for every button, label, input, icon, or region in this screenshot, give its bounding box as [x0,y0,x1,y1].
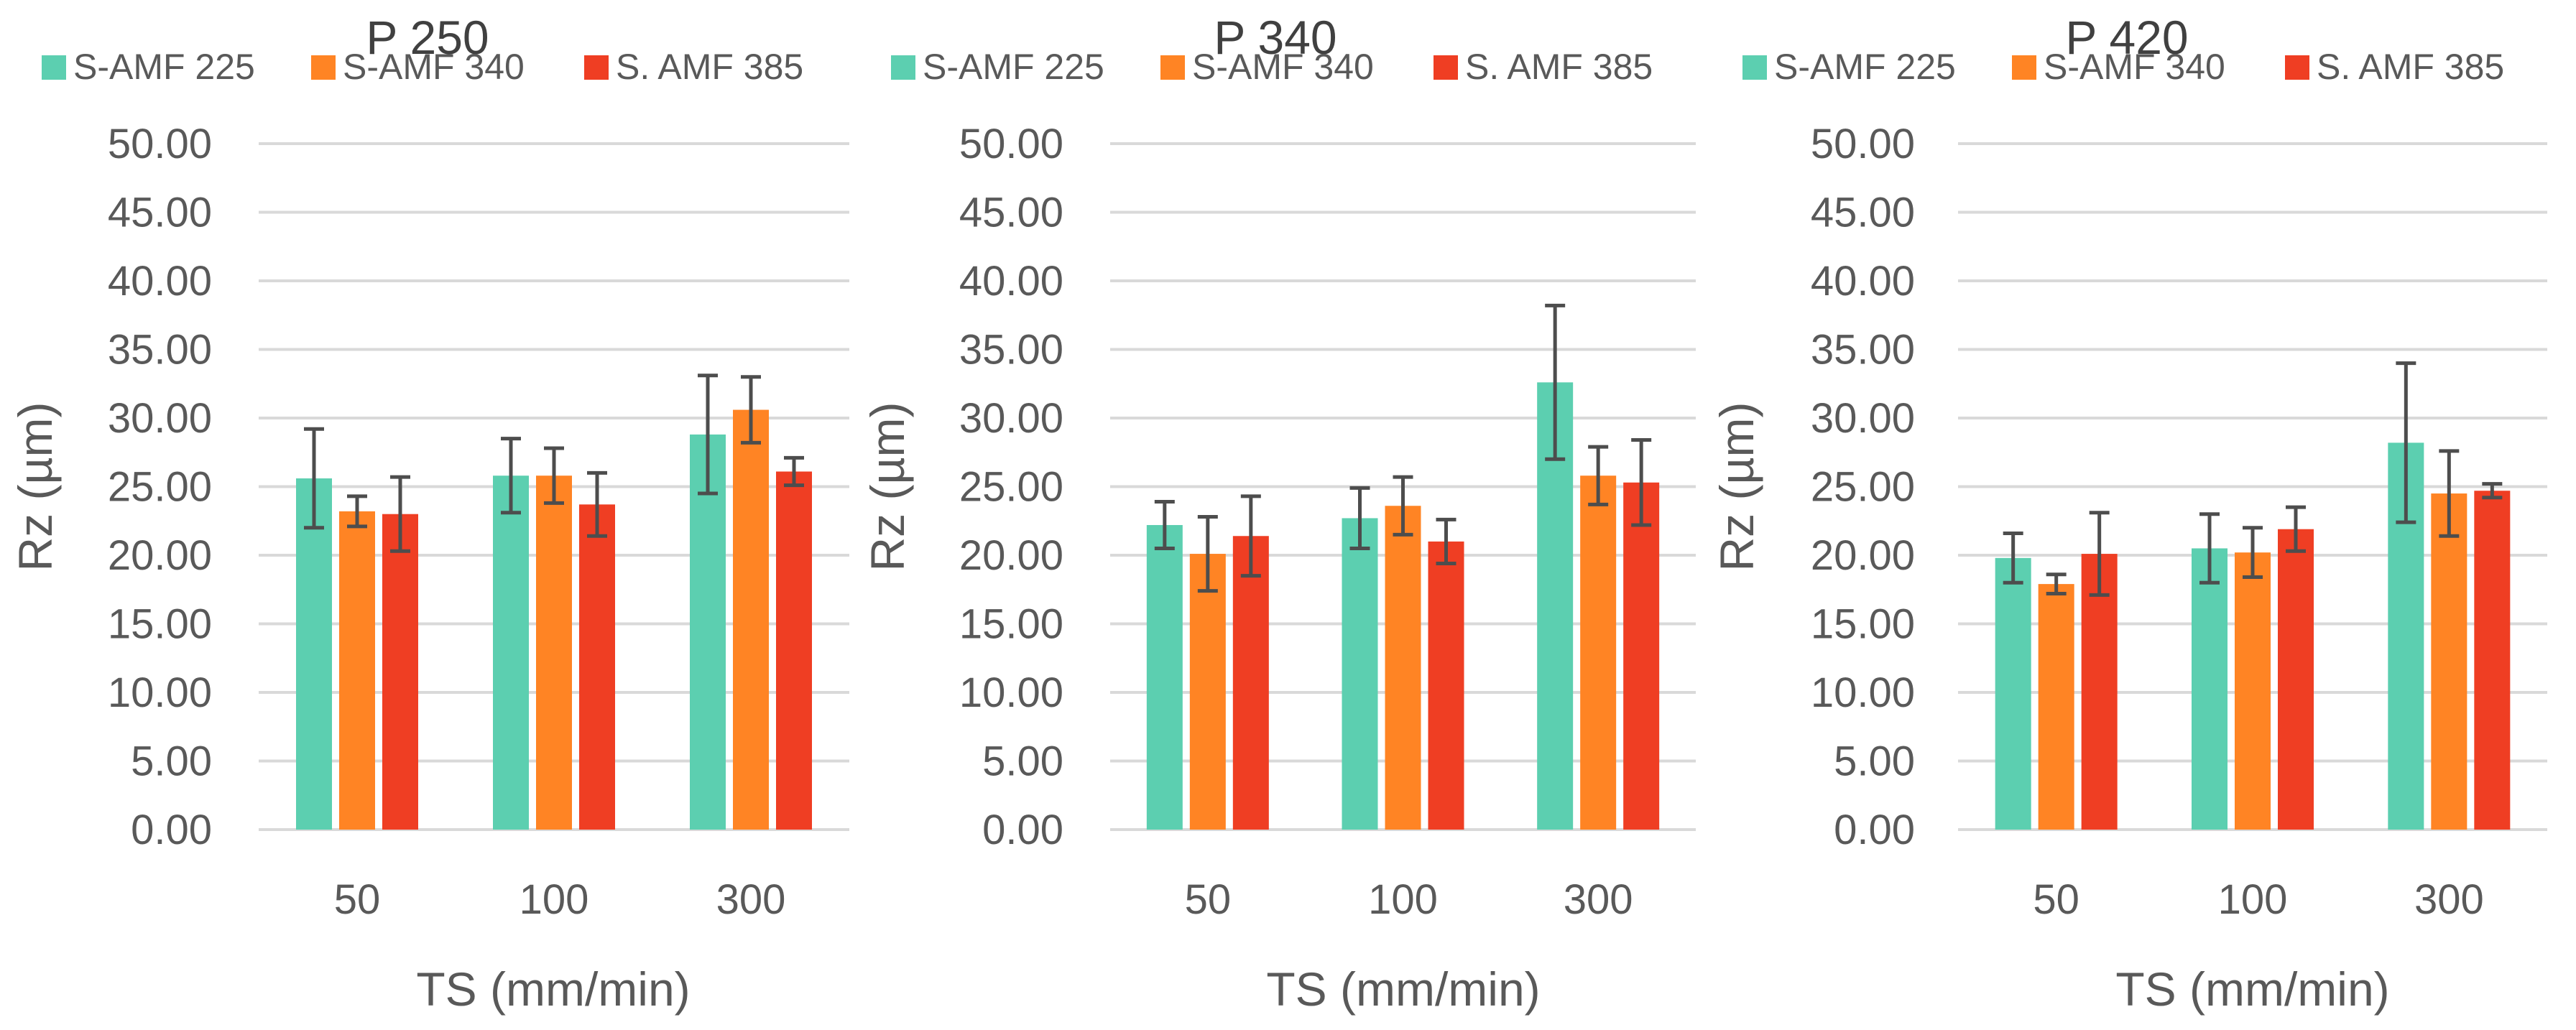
y-tick-label: 10.00 [1811,669,1915,716]
y-tick-label: 30.00 [1811,395,1915,442]
panel-title: P 420 [2065,11,2188,64]
x-category-label: 100 [520,876,589,923]
y-tick-label: 35.00 [1811,327,1915,374]
y-tick-label: 45.00 [959,190,1063,236]
legend-swatch [584,55,609,80]
bar [579,504,615,830]
legend-swatch [2285,55,2309,80]
bar [2192,548,2228,830]
legend-swatch [1742,55,1767,80]
y-tick-label: 10.00 [959,669,1063,716]
legend-label: S. AMF 385 [616,47,803,87]
y-tick-label: 15.00 [108,601,212,648]
bar [493,475,529,830]
legend-label: S-AMF 340 [2044,47,2225,87]
y-tick-label: 5.00 [982,738,1063,785]
y-tick-label: 15.00 [959,601,1063,648]
y-tick-label: 15.00 [1811,601,1915,648]
x-axis-title: TS (mm/min) [2115,962,2389,1016]
y-tick-label: 20.00 [1811,532,1915,579]
x-category-label: 300 [1564,876,1633,923]
y-tick-label: 50.00 [108,121,212,167]
y-tick-label: 50.00 [959,121,1063,167]
bar [2431,493,2467,830]
legend-swatch [2012,55,2036,80]
legend-label: S. AMF 385 [1465,47,1653,87]
x-category-label: 50 [1185,876,1232,923]
bar [339,511,375,830]
bar [1385,506,1421,830]
y-tick-label: 40.00 [108,258,212,305]
bar [1342,518,1378,830]
legend-label: S-AMF 225 [923,47,1104,87]
y-tick-label: 40.00 [1811,258,1915,305]
x-category-label: 100 [1368,876,1438,923]
y-tick-label: 5.00 [131,738,212,785]
y-tick-label: 30.00 [959,395,1063,442]
x-category-label: 50 [334,876,381,923]
y-tick-label: 0.00 [982,807,1063,853]
y-tick-label: 10.00 [108,669,212,716]
x-category-label: 100 [2218,876,2288,923]
y-tick-label: 25.00 [959,464,1063,511]
y-tick-label: 35.00 [108,327,212,374]
y-tick-label: 45.00 [108,190,212,236]
bar [2278,529,2314,830]
bar [1146,524,1183,830]
y-axis-title: Rz (µm) [1710,402,1763,572]
bar [382,514,418,830]
y-tick-label: 45.00 [1811,190,1915,236]
bar [2474,491,2511,830]
bar [1995,557,2031,830]
chart-panel-p340: P 340 S-AMF 225 S-AMF 340 S. AMF 385 0.00 5.0… [861,11,1696,1016]
x-axis-title: TS (mm/min) [1266,962,1540,1016]
bar [1189,554,1226,830]
legend-swatch [891,55,915,80]
bar [776,471,812,830]
panel-title: P 250 [366,11,489,64]
legend-label: S-AMF 340 [343,47,525,87]
bar [733,409,769,830]
y-tick-label: 20.00 [959,532,1063,579]
y-tick-label: 5.00 [1834,738,1915,785]
bar [536,475,572,830]
bar [690,434,726,830]
x-category-label: 300 [2414,876,2484,923]
bar [296,478,332,830]
y-tick-label: 0.00 [131,807,212,853]
y-tick-label: 50.00 [1811,121,1915,167]
bar [1232,536,1269,830]
legend-label: S-AMF 225 [1774,47,1956,87]
bar [2081,554,2118,830]
chart-panel-p420: P 420 S-AMF 225 S-AMF 340 S. AMF 385 0.00 5.0… [1710,11,2547,1016]
y-axis-title: Rz (µm) [861,402,914,572]
legend-swatch [1434,55,1458,80]
legend-label: S-AMF 340 [1192,47,1374,87]
bar [1623,482,1660,830]
y-tick-label: 30.00 [108,395,212,442]
legend-swatch [311,55,336,80]
legend-label: S-AMF 225 [73,47,255,87]
x-category-label: 50 [2033,876,2079,923]
bar [2235,552,2271,830]
panel-title: P 340 [1214,11,1337,64]
y-tick-label: 25.00 [1811,464,1915,511]
chart-panel-p250: P 250 S-AMF 225 S-AMF 340 S. AMF 385 0.00 5.0… [9,11,849,1016]
legend-swatch [42,55,66,80]
x-axis-title: TS (mm/min) [416,962,690,1016]
y-tick-label: 20.00 [108,532,212,579]
y-tick-label: 40.00 [959,258,1063,305]
legend-label: S. AMF 385 [2317,47,2504,87]
y-tick-label: 0.00 [1834,807,1915,853]
bar [2038,584,2074,830]
y-tick-label: 35.00 [959,327,1063,374]
y-axis-title: Rz (µm) [9,402,62,572]
y-tick-label: 25.00 [108,464,212,511]
legend-swatch [1160,55,1185,80]
bar [1580,475,1617,830]
bar [1428,541,1464,830]
x-category-label: 300 [716,876,786,923]
